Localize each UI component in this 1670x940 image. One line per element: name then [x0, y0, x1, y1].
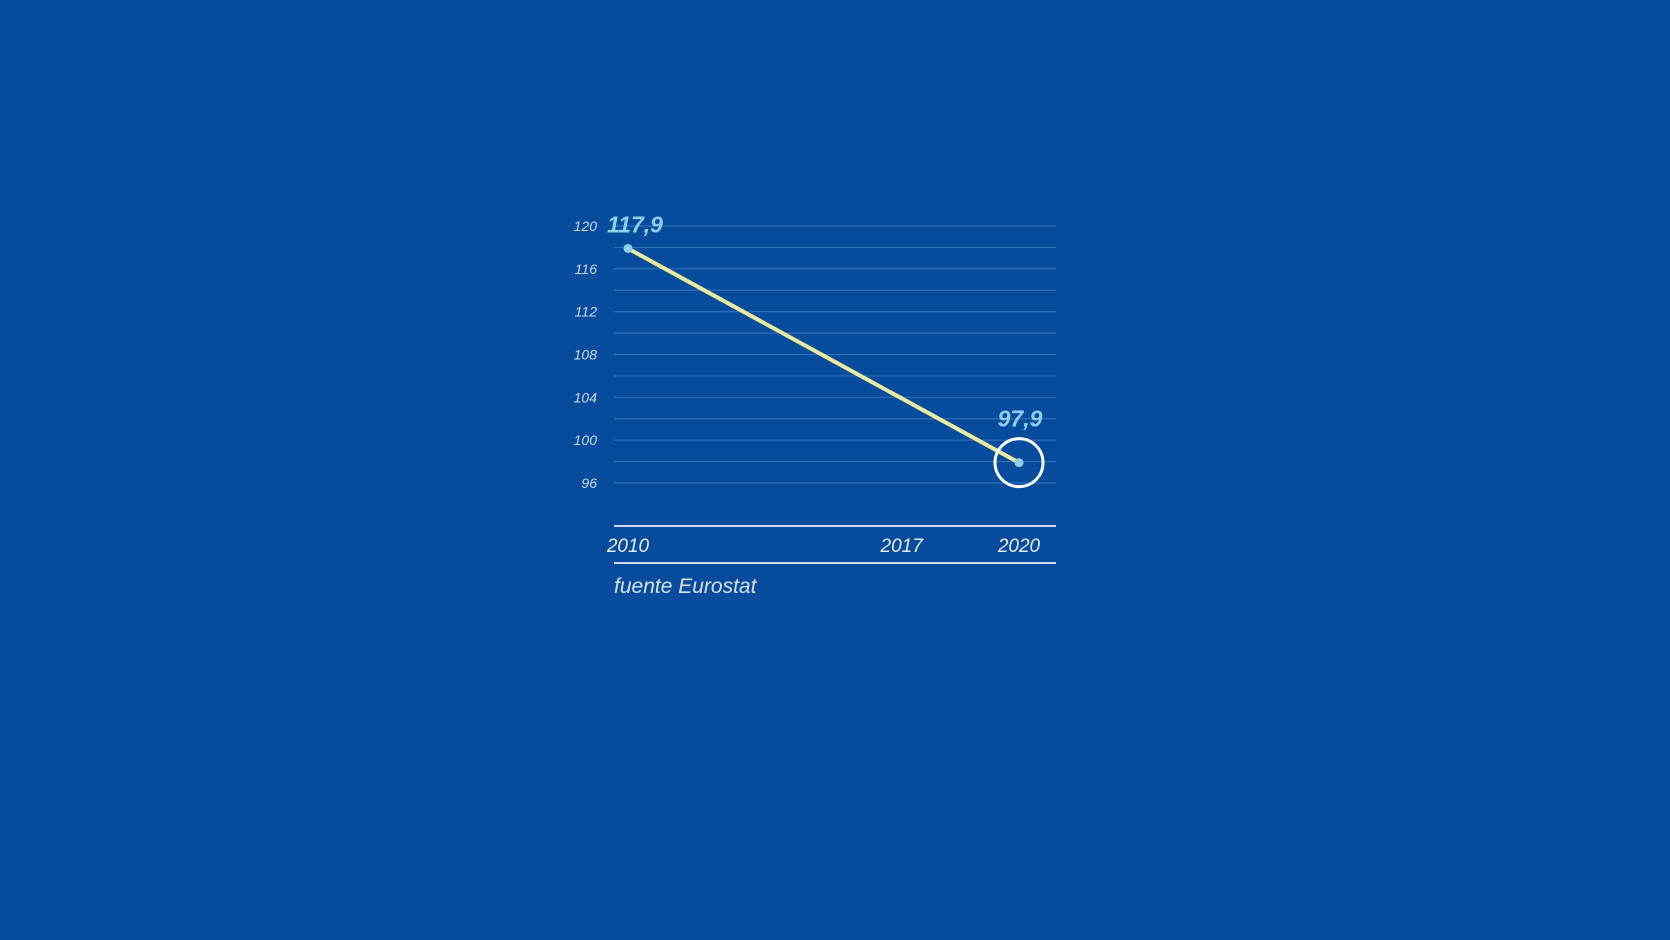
highlight-ring — [993, 437, 1045, 489]
y-tick-label: 120 — [574, 218, 598, 234]
x-tick-label: 2010 — [606, 536, 650, 557]
y-tick-label: 96 — [581, 475, 597, 491]
y-tick-label: 108 — [574, 347, 598, 363]
y-tick-label: 112 — [575, 304, 598, 320]
y-tick-label: 100 — [574, 432, 598, 448]
y-tick-label: 104 — [574, 389, 598, 405]
data-labels: 117,9 97,9 — [607, 211, 1043, 431]
x-tick-label: 2017 — [880, 536, 925, 557]
y-tick-label: 116 — [575, 261, 598, 277]
gridlines — [614, 225, 1056, 484]
data-label: 97,9 — [998, 406, 1043, 432]
y-axis-ticks: 120 116 112 108 104 100 96 — [574, 218, 598, 491]
data-point — [1014, 458, 1024, 468]
x-axis-ticks: 2010 2017 2020 — [606, 536, 1041, 557]
data-label: 117,9 — [607, 211, 663, 237]
series-line — [626, 246, 1021, 465]
series-layer — [623, 243, 1045, 489]
data-point — [623, 243, 633, 253]
x-tick-label: 2020 — [997, 536, 1041, 557]
source-note: fuente Eurostat — [614, 575, 758, 598]
